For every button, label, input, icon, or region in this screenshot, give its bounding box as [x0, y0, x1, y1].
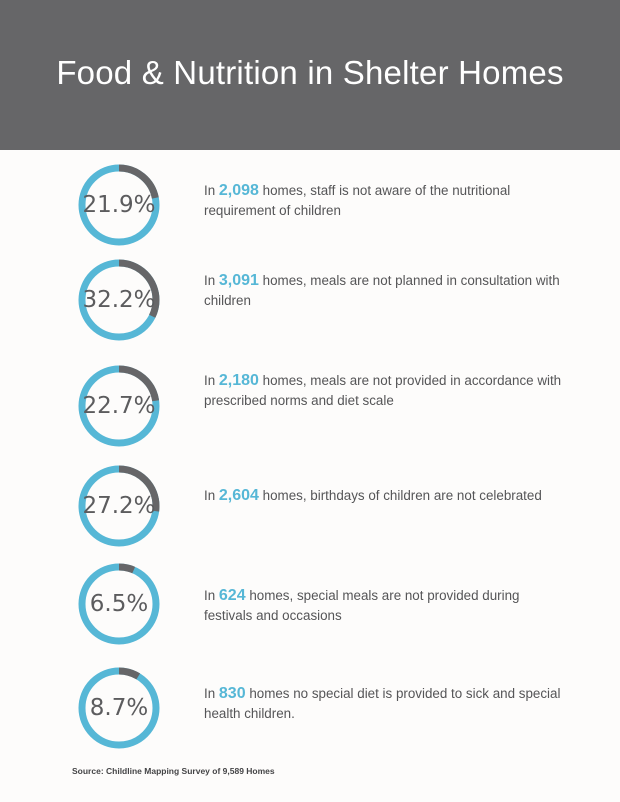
donut-slice	[78, 259, 160, 341]
stat-row: 27.2% In 2,604 homes, birthdays of childr…	[0, 465, 620, 561]
page-title: Food & Nutrition in Shelter Homes	[56, 54, 564, 91]
donut-slice	[78, 365, 160, 447]
description-text: homes, meals are not planned in consulta…	[204, 273, 560, 308]
description-prefix: In	[204, 488, 219, 503]
description-text: homes, special meals are not provided du…	[204, 588, 520, 623]
stat-description: In 2,604 homes, birthdays of children ar…	[204, 486, 564, 506]
description-prefix: In	[204, 588, 219, 603]
home-count: 2,604	[218, 487, 259, 504]
stat-row: 6.5% In 624 homes, special meals are not …	[0, 563, 620, 659]
donut-chart: 6.5%	[78, 563, 160, 645]
donut-slice	[78, 465, 160, 547]
percent-label: 6.5%	[89, 591, 149, 617]
donut-slice	[78, 164, 160, 246]
percent-label: 27.2%	[82, 493, 156, 519]
donut-svg	[78, 164, 160, 246]
donut-chart: 8.7%	[78, 667, 160, 749]
description-text: homes, meals are not provided in accorda…	[204, 373, 562, 408]
stat-row: 21.9% In 2,098 homes, staff is not aware …	[0, 164, 620, 260]
stat-description: In 2,098 homes, staff is not aware of th…	[204, 181, 564, 221]
donut-slice	[78, 667, 160, 749]
description-prefix: In	[204, 373, 219, 388]
description-prefix: In	[204, 686, 219, 701]
donut-chart: 21.9%	[78, 164, 160, 246]
donut-chart: 22.7%	[78, 365, 160, 447]
stat-row: 32.2% In 3,091 homes, meals are not plann…	[0, 259, 620, 355]
percent-label: 21.9%	[82, 192, 156, 218]
donut-svg	[78, 667, 160, 749]
stat-row: 8.7% In 830 homes no special diet is prov…	[0, 667, 620, 763]
description-text: homes, birthdays of children are not cel…	[258, 488, 542, 503]
home-count: 3,091	[218, 272, 259, 289]
stat-description: In 624 homes, special meals are not prov…	[204, 586, 564, 626]
description-text: homes no special diet is provided to sic…	[204, 686, 561, 721]
donut-svg	[78, 465, 160, 547]
donut-slice	[78, 563, 160, 645]
donut-svg	[78, 259, 160, 341]
header-banner: Food & Nutrition in Shelter Homes	[0, 0, 620, 150]
stat-description: In 2,180 homes, meals are not provided i…	[204, 371, 564, 411]
source-note: Source: Childline Mapping Survey of 9,58…	[72, 766, 275, 776]
home-count: 624	[218, 587, 246, 604]
stat-description: In 3,091 homes, meals are not planned in…	[204, 271, 564, 311]
description-prefix: In	[204, 183, 219, 198]
donut-chart: 32.2%	[78, 259, 160, 341]
percent-label: 8.7%	[89, 695, 149, 721]
stat-description: In 830 homes no special diet is provided…	[204, 684, 564, 724]
percent-label: 32.2%	[82, 287, 156, 313]
stat-row: 22.7% In 2,180 homes, meals are not provi…	[0, 365, 620, 461]
home-count: 2,180	[218, 372, 259, 389]
donut-chart: 27.2%	[78, 465, 160, 547]
description-prefix: In	[204, 273, 219, 288]
percent-label: 22.7%	[82, 393, 156, 419]
description-text: homes, staff is not aware of the nutriti…	[204, 183, 511, 218]
donut-svg	[78, 563, 160, 645]
home-count: 830	[218, 685, 246, 702]
donut-svg	[78, 365, 160, 447]
home-count: 2,098	[218, 182, 259, 199]
